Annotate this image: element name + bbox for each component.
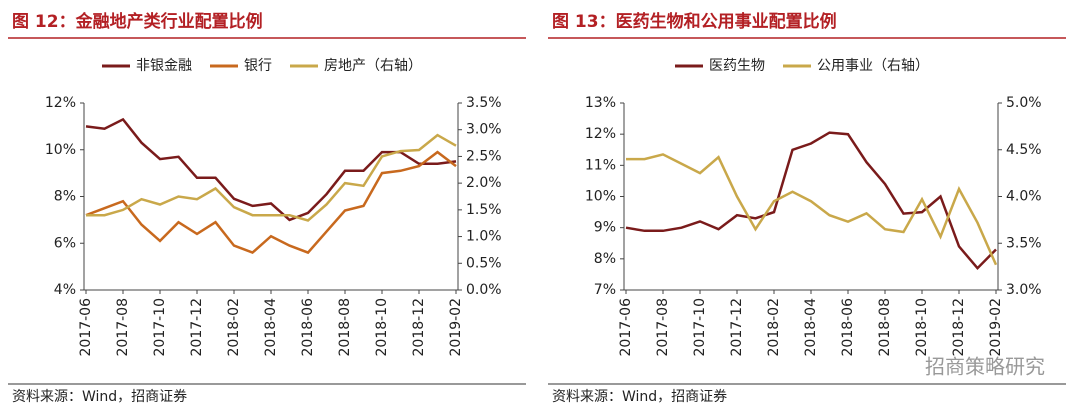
chart-title: 图 13：医药生物和公用事业配置比例: [552, 11, 837, 32]
x-tick-label: 2018-02: [226, 298, 242, 357]
legend-label: 公用事业（右轴）: [817, 58, 929, 74]
y-tick-label: 8%: [54, 189, 76, 205]
x-tick-label: 2017-12: [729, 298, 745, 357]
x-tick-label: 2018-08: [877, 298, 893, 357]
y2-tick-label: 5.0%: [1006, 95, 1042, 111]
y2-tick-label: 4.5%: [1006, 142, 1042, 158]
legend-label: 房地产（右轴）: [324, 58, 422, 74]
y-tick-label: 9%: [594, 220, 616, 236]
y2-tick-label: 0.5%: [466, 255, 502, 271]
x-tick-label: 2018-02: [766, 298, 782, 357]
y2-tick-label: 1.0%: [466, 229, 502, 245]
y2-tick-label: 2.5%: [466, 148, 502, 164]
y2-tick-label: 2.0%: [466, 175, 502, 191]
y-tick-label: 12%: [585, 126, 616, 142]
x-tick-label: 2017-10: [692, 298, 708, 357]
x-tick-label: 2017-06: [618, 298, 634, 357]
legend-label: 银行: [244, 58, 272, 74]
x-tick-label: 2018-04: [803, 298, 819, 357]
x-tick-label: 2018-10: [914, 298, 930, 357]
x-tick-label: 2018-06: [300, 298, 316, 357]
x-tick-label: 2018-08: [337, 298, 353, 357]
y-tick-label: 10%: [45, 142, 76, 158]
y-tick-label: 7%: [594, 282, 616, 298]
x-tick-label: 2017-08: [115, 298, 131, 357]
watermark: 招商策略研究: [925, 355, 1045, 379]
y2-tick-label: 3.5%: [466, 95, 502, 111]
series-line: [626, 153, 998, 266]
x-tick-label: 2017-06: [78, 298, 94, 357]
y2-tick-label: 3.0%: [466, 122, 502, 138]
legend-label: 非银金融: [136, 58, 192, 74]
x-tick-label: 2017-10: [152, 298, 168, 357]
y2-tick-label: 3.5%: [1006, 235, 1042, 251]
y2-tick-label: 1.5%: [466, 202, 502, 218]
series-line: [85, 150, 457, 255]
x-tick-label: 2018-12: [951, 298, 967, 357]
y-tick-label: 4%: [54, 282, 76, 298]
y2-tick-label: 4.0%: [1006, 189, 1042, 205]
x-tick-label: 2019-02: [448, 298, 464, 357]
source: 资料来源：Wind，招商证券: [552, 389, 727, 405]
legend-label: 医药生物: [709, 58, 765, 74]
series-line: [625, 131, 997, 271]
chart-title: 图 12：金融地产类行业配置比例: [12, 11, 263, 32]
x-tick-label: 2017-12: [189, 298, 205, 357]
x-tick-label: 2018-06: [840, 298, 856, 357]
x-tick-label: 2017-08: [655, 298, 671, 357]
y2-tick-label: 0.0%: [466, 282, 502, 298]
x-tick-label: 2018-12: [411, 298, 427, 357]
x-tick-label: 2019-02: [988, 298, 1004, 357]
y2-tick-label: 3.0%: [1006, 282, 1042, 298]
y-tick-label: 8%: [594, 251, 616, 267]
y-tick-label: 11%: [585, 157, 616, 173]
series-line: [86, 133, 457, 222]
y-tick-label: 12%: [45, 95, 76, 111]
y-tick-label: 13%: [585, 95, 616, 111]
source: 资料来源：Wind，招商证券: [12, 389, 187, 405]
x-tick-label: 2018-04: [263, 298, 279, 357]
x-tick-label: 2018-10: [374, 298, 390, 357]
y-tick-label: 6%: [54, 235, 76, 251]
y-tick-label: 10%: [585, 189, 616, 205]
